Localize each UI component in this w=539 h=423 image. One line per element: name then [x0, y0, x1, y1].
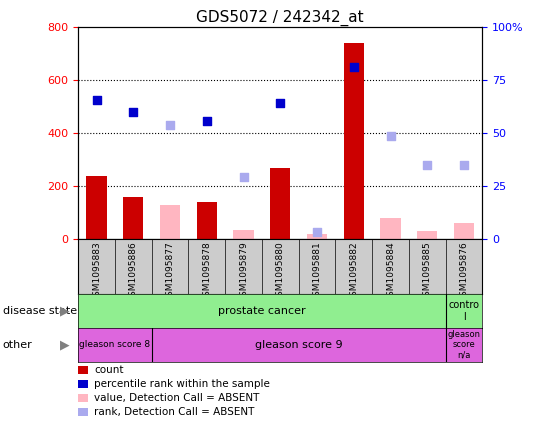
- Point: [129, 109, 137, 115]
- Text: GSM1095877: GSM1095877: [165, 242, 175, 302]
- Text: value, Detection Call = ABSENT: value, Detection Call = ABSENT: [94, 393, 260, 403]
- Text: ▶: ▶: [60, 338, 70, 351]
- Text: GSM1095876: GSM1095876: [460, 242, 468, 302]
- Point: [349, 64, 358, 71]
- Point: [276, 99, 285, 106]
- Bar: [270, 168, 291, 239]
- Text: GSM1095885: GSM1095885: [423, 242, 432, 302]
- Text: GSM1095884: GSM1095884: [386, 242, 395, 302]
- Point: [92, 97, 101, 104]
- Bar: [307, 234, 327, 239]
- Bar: [233, 230, 254, 239]
- Text: prostate cancer: prostate cancer: [218, 306, 306, 316]
- Text: GSM1095879: GSM1095879: [239, 242, 248, 302]
- Text: GSM1095880: GSM1095880: [276, 242, 285, 302]
- Point: [423, 162, 432, 168]
- Point: [165, 122, 174, 129]
- Title: GDS5072 / 242342_at: GDS5072 / 242342_at: [197, 10, 364, 26]
- Point: [203, 118, 211, 125]
- Point: [460, 162, 468, 168]
- Text: GSM1095878: GSM1095878: [202, 242, 211, 302]
- Bar: [123, 197, 143, 239]
- Bar: [86, 176, 107, 239]
- Text: percentile rank within the sample: percentile rank within the sample: [94, 379, 270, 389]
- Bar: [160, 205, 180, 239]
- Text: GSM1095882: GSM1095882: [349, 242, 358, 302]
- Text: gleason score 8: gleason score 8: [79, 340, 150, 349]
- Point: [239, 173, 248, 180]
- Text: other: other: [3, 340, 32, 350]
- Text: gleason
score
n/a: gleason score n/a: [447, 330, 481, 360]
- Text: GSM1095881: GSM1095881: [313, 242, 322, 302]
- Text: gleason score 9: gleason score 9: [255, 340, 342, 350]
- Bar: [381, 218, 400, 239]
- Bar: [454, 223, 474, 239]
- Text: count: count: [94, 365, 124, 375]
- Text: GSM1095886: GSM1095886: [129, 242, 138, 302]
- Bar: [197, 202, 217, 239]
- Text: disease state: disease state: [3, 306, 77, 316]
- Bar: [417, 231, 437, 239]
- Bar: [344, 44, 364, 239]
- Text: rank, Detection Call = ABSENT: rank, Detection Call = ABSENT: [94, 407, 255, 417]
- Text: GSM1095883: GSM1095883: [92, 242, 101, 302]
- Text: contro
l: contro l: [448, 300, 480, 322]
- Point: [386, 132, 395, 139]
- Point: [313, 229, 321, 236]
- Text: ▶: ▶: [60, 305, 70, 317]
